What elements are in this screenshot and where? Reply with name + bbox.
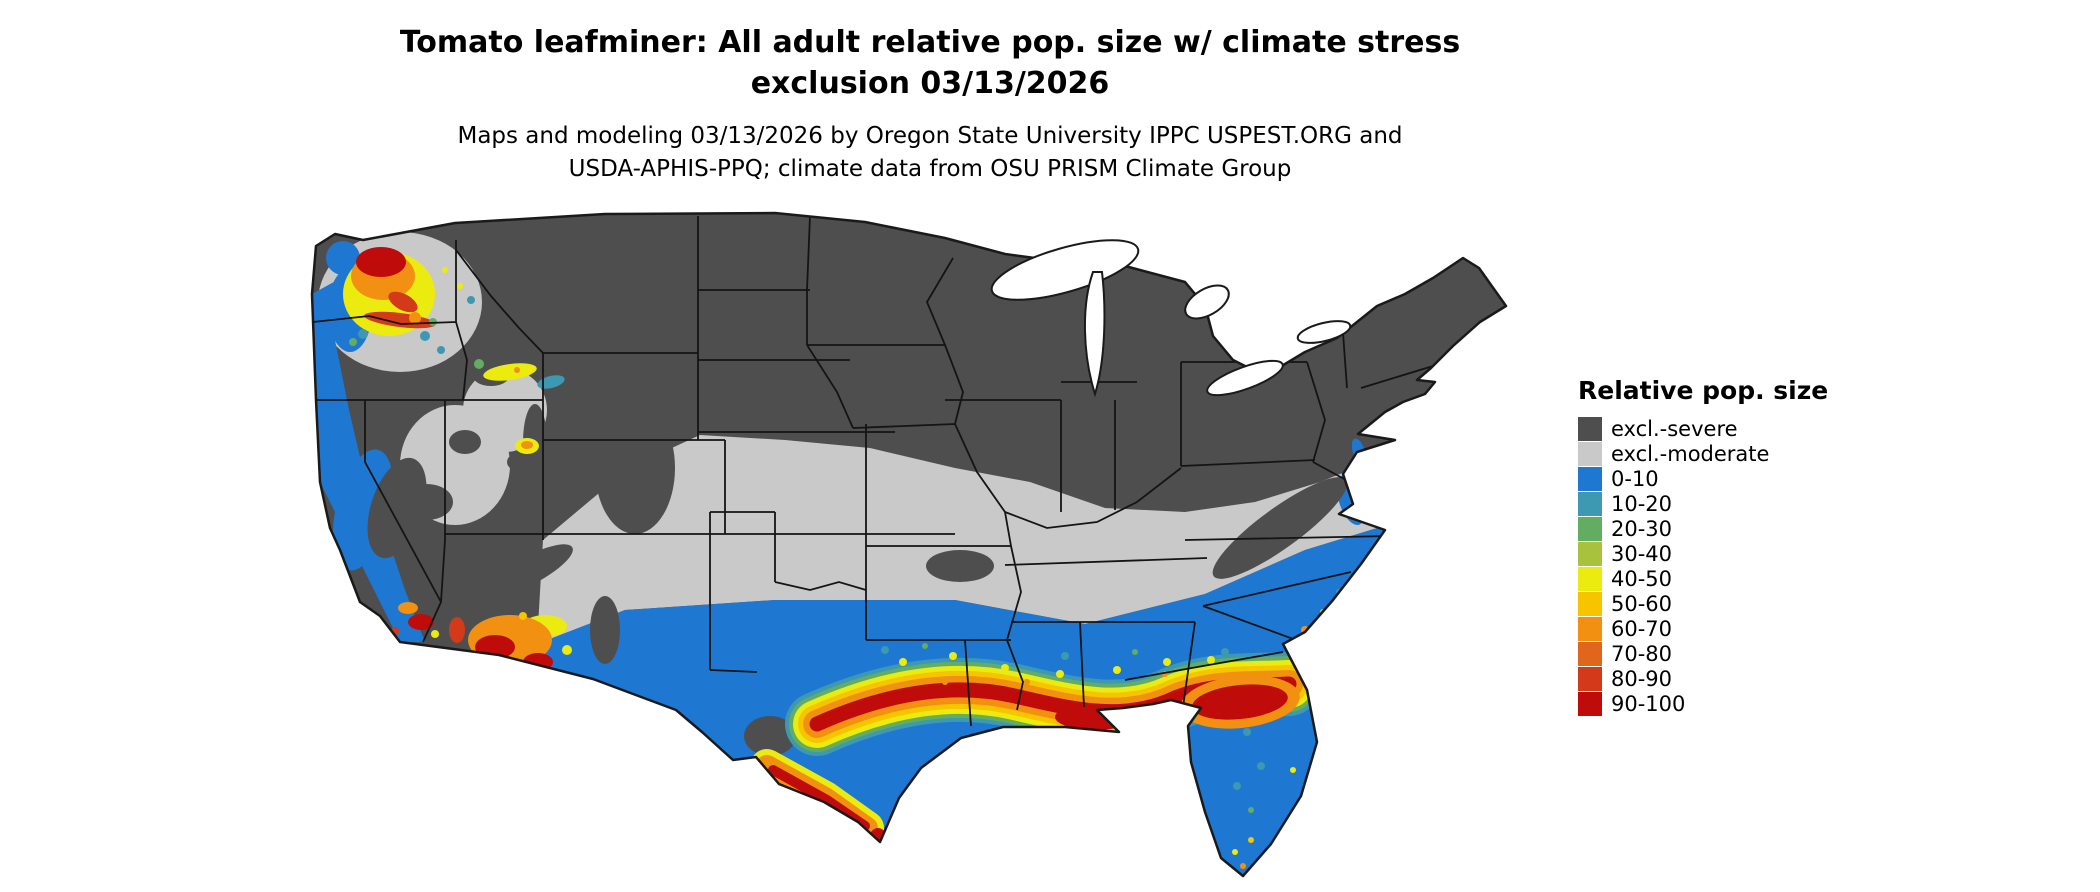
- lake-michigan: [1084, 271, 1106, 398]
- legend-label: 50-60: [1611, 591, 1673, 616]
- legend-swatch-0-10: [1578, 466, 1602, 491]
- legend-label: 60-70: [1611, 616, 1673, 641]
- legend-row: excl.-moderate: [1578, 441, 1828, 466]
- legend-swatch-90-100: [1578, 691, 1602, 716]
- lake-huron: [1184, 284, 1230, 320]
- great-lakes: [990, 239, 1352, 398]
- legend: Relative pop. size excl.-severe excl.-mo…: [1578, 376, 1828, 716]
- map-subtitle-line1: Maps and modeling 03/13/2026 by Oregon S…: [457, 123, 1403, 149]
- legend-row: 80-90: [1578, 666, 1828, 691]
- map-subtitle: Maps and modeling 03/13/2026 by Oregon S…: [0, 120, 1860, 186]
- legend-row: 30-40: [1578, 541, 1828, 566]
- map-fill-layer: [312, 213, 1506, 876]
- us-map-svg: [310, 211, 1508, 878]
- legend-label: 80-90: [1611, 666, 1673, 691]
- map-title-line2: exclusion 03/13/2026: [750, 66, 1110, 101]
- lake-ontario: [1296, 320, 1352, 344]
- legend-row: excl.-severe: [1578, 416, 1828, 441]
- legend-title: Relative pop. size: [1578, 376, 1829, 405]
- legend-swatch-20-30: [1578, 516, 1602, 541]
- legend-label: 90-100: [1611, 691, 1686, 716]
- legend-row: 90-100: [1578, 691, 1828, 716]
- us-map: [305, 210, 1535, 882]
- legend-label: 70-80: [1611, 641, 1673, 666]
- legend-label: 0-10: [1611, 466, 1659, 491]
- map-header: Tomato leafminer: All adult relative pop…: [0, 22, 1860, 186]
- legend-label: excl.-severe: [1611, 416, 1738, 441]
- legend-label: 30-40: [1611, 541, 1673, 566]
- legend-row: 40-50: [1578, 566, 1828, 591]
- legend-swatch-40-50: [1578, 566, 1602, 591]
- legend-row: 70-80: [1578, 641, 1828, 666]
- legend-swatch-30-40: [1578, 541, 1602, 566]
- legend-label: excl.-moderate: [1611, 441, 1770, 466]
- legend-row: 20-30: [1578, 516, 1828, 541]
- legend-swatch-excl-moderate: [1578, 441, 1602, 466]
- legend-swatch-80-90: [1578, 666, 1602, 691]
- legend-swatch-10-20: [1578, 491, 1602, 516]
- legend-label: 10-20: [1611, 491, 1673, 516]
- legend-label: 20-30: [1611, 516, 1673, 541]
- legend-swatch-50-60: [1578, 591, 1602, 616]
- legend-swatch-excl-severe: [1578, 416, 1602, 441]
- us-outline: [310, 211, 1508, 878]
- legend-row: 50-60: [1578, 591, 1828, 616]
- legend-swatch-60-70: [1578, 616, 1602, 641]
- legend-row: 0-10: [1578, 466, 1828, 491]
- map-subtitle-line2: USDA-APHIS-PPQ; climate data from OSU PR…: [568, 156, 1292, 182]
- lake-erie: [1206, 359, 1284, 397]
- map-title-line1: Tomato leafminer: All adult relative pop…: [399, 25, 1461, 60]
- legend-row: 60-70: [1578, 616, 1828, 641]
- legend-row: 10-20: [1578, 491, 1828, 516]
- lake-superior: [990, 239, 1140, 301]
- legend-swatch-70-80: [1578, 641, 1602, 666]
- legend-label: 40-50: [1611, 566, 1673, 591]
